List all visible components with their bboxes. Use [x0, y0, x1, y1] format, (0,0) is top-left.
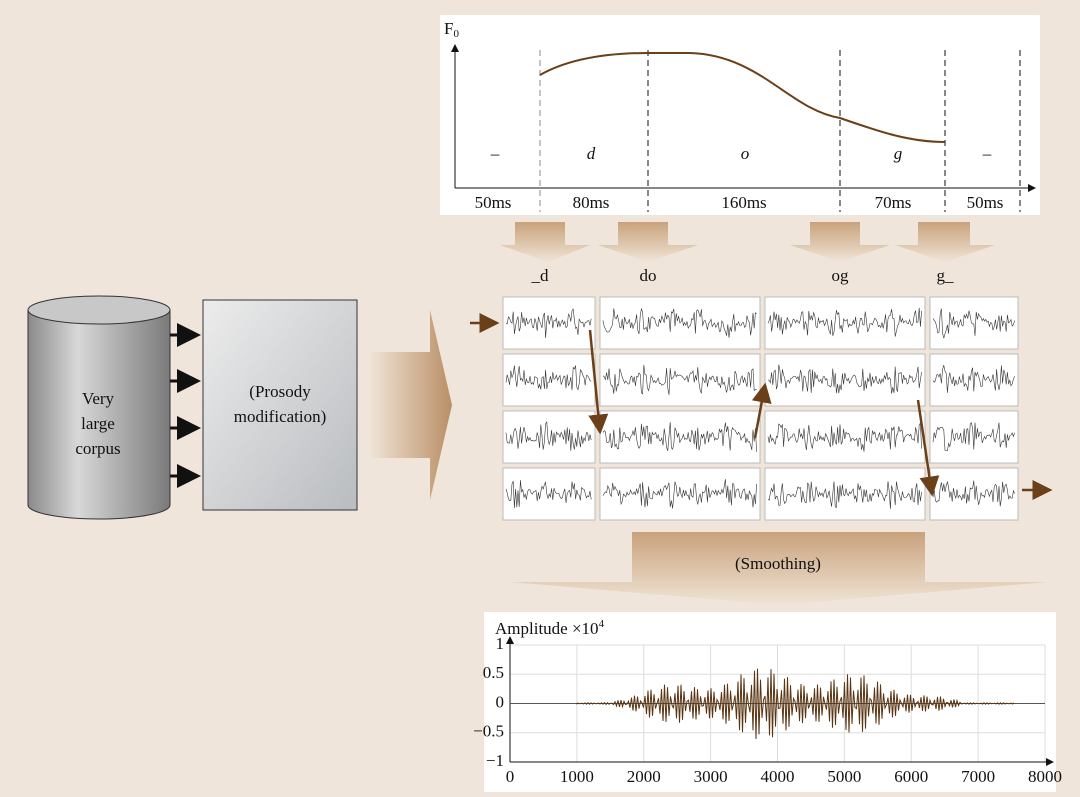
- segment-label: d: [587, 144, 596, 163]
- segment-label: g: [894, 144, 903, 163]
- corpus-top: [28, 296, 170, 324]
- y-tick-label: 1: [496, 634, 505, 653]
- corpus-label: large: [81, 414, 115, 433]
- x-tick-label: 0: [506, 767, 515, 786]
- x-tick-label: 8000: [1028, 767, 1062, 786]
- corpus-label: Very: [82, 389, 115, 408]
- x-tick-label: 1000: [560, 767, 594, 786]
- prosody-box: [203, 300, 357, 510]
- unit-thumb: [600, 411, 760, 463]
- unit-arrows: [500, 222, 995, 262]
- unit-label: og: [832, 266, 850, 285]
- x-tick-label: 2000: [627, 767, 661, 786]
- page: F0 –dog–50ms80ms160ms70ms50ms (Smoothing…: [0, 0, 1080, 797]
- duration-label: 80ms: [573, 193, 610, 212]
- duration-label: 160ms: [721, 193, 766, 212]
- segment-label: –: [490, 144, 500, 163]
- big-arrow: [370, 310, 452, 500]
- segment-label: –: [982, 144, 992, 163]
- unit-label: _d: [531, 266, 550, 285]
- x-tick-label: 3000: [694, 767, 728, 786]
- diagram: F0 –dog–50ms80ms160ms70ms50ms (Smoothing…: [0, 0, 1080, 797]
- amp-label: Amplitude ×104: [495, 618, 605, 638]
- unit-label: g_: [937, 266, 955, 285]
- duration-label: 70ms: [875, 193, 912, 212]
- unit-thumb: [765, 297, 925, 349]
- x-tick-label: 5000: [827, 767, 861, 786]
- y-tick-label: 0: [496, 692, 505, 711]
- unit-thumb: [600, 468, 760, 520]
- f0-panel-bg: [440, 15, 1040, 215]
- prosody-label: modification): [234, 407, 327, 426]
- y-tick-label: 0.5: [483, 663, 504, 682]
- corpus-arrows: [170, 335, 198, 476]
- duration-label: 50ms: [475, 193, 512, 212]
- prosody-label: (Prosody: [249, 382, 311, 401]
- unit-thumb: [600, 354, 760, 406]
- unit-thumb: [930, 411, 1018, 463]
- unit-thumb: [930, 297, 1018, 349]
- duration-label: 50ms: [967, 193, 1004, 212]
- smoothing-label: (Smoothing): [735, 554, 821, 573]
- unit-thumb: [930, 468, 1018, 520]
- x-tick-label: 7000: [961, 767, 995, 786]
- unit-thumb: [503, 354, 595, 406]
- y-tick-label: −1: [486, 751, 504, 770]
- x-tick-label: 6000: [894, 767, 928, 786]
- corpus-label: corpus: [75, 439, 120, 458]
- unit-thumb: [930, 354, 1018, 406]
- x-tick-label: 4000: [761, 767, 795, 786]
- y-tick-label: −0.5: [473, 722, 504, 741]
- unit-label: do: [640, 266, 657, 285]
- unit-thumb: [765, 354, 925, 406]
- segment-label: o: [741, 144, 750, 163]
